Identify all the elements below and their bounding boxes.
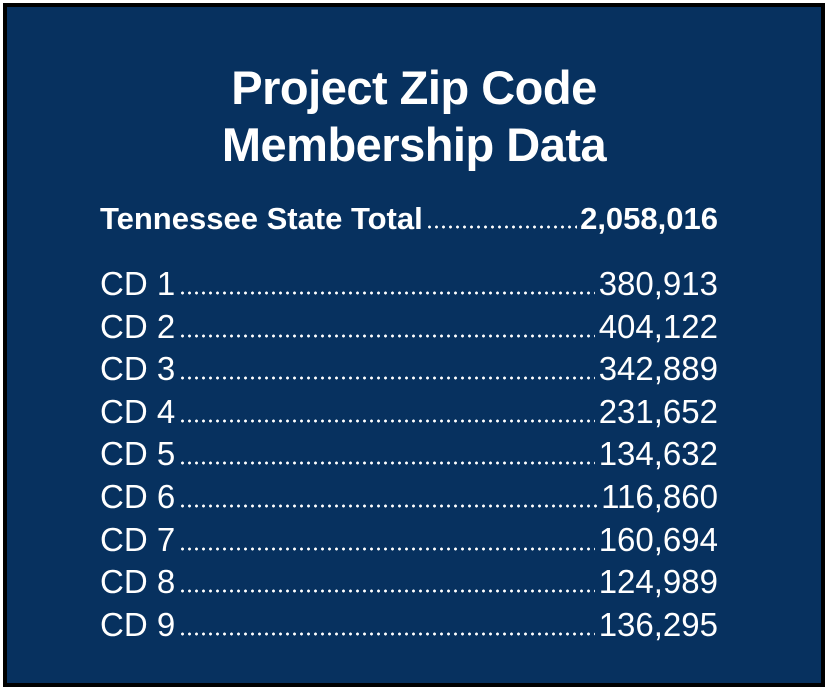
district-row: CD 2 404,122 xyxy=(100,308,718,351)
district-row: CD 3 342,889 xyxy=(100,350,718,393)
district-label: CD 9 xyxy=(100,605,176,643)
district-list: CD 1 380,913 CD 2 404,122 CD 3 342,889 CD 4 231… xyxy=(100,265,718,648)
title-line: Membership Data xyxy=(221,118,607,171)
leader-dots xyxy=(425,225,578,229)
district-row: CD 4 231,652 xyxy=(100,393,718,436)
district-label: CD 5 xyxy=(100,435,176,473)
district-value: 160,694 xyxy=(598,520,718,558)
leader-dots xyxy=(179,461,595,466)
leader-dots xyxy=(179,418,595,423)
district-label: CD 1 xyxy=(100,265,176,302)
leader-dots xyxy=(179,376,595,381)
district-value: 124,989 xyxy=(598,563,718,601)
district-value: 342,889 xyxy=(598,350,718,388)
district-row: CD 9 136,295 xyxy=(100,606,718,649)
leader-dots xyxy=(179,546,595,551)
district-row: CD 1 380,913 xyxy=(100,265,718,308)
leader-dots xyxy=(179,291,595,295)
district-row: CD 6 116,860 xyxy=(100,478,718,521)
district-label: CD 6 xyxy=(100,477,176,515)
district-value: 380,913 xyxy=(598,265,718,302)
leader-dots xyxy=(179,333,595,338)
district-label: CD 7 xyxy=(100,520,176,558)
district-label: CD 8 xyxy=(100,563,176,601)
panel: Project Zip Code Membership Data Tenness… xyxy=(3,3,825,687)
district-label: CD 3 xyxy=(100,350,176,388)
district-row: CD 5 134,632 xyxy=(100,435,718,478)
district-value: 136,295 xyxy=(598,605,718,643)
district-value: 231,652 xyxy=(598,392,718,430)
leader-dots xyxy=(179,589,595,594)
total-value: 2,058,016 xyxy=(580,201,718,236)
district-value: 116,860 xyxy=(601,477,718,515)
title-line: Project Zip Code xyxy=(231,61,597,114)
district-row: CD 7 160,694 xyxy=(100,521,718,564)
leader-dots xyxy=(179,503,598,508)
title: Project Zip Code Membership Data xyxy=(7,59,821,173)
leader-dots xyxy=(179,631,595,636)
total-row: Tennessee State Total 2,058,016 xyxy=(100,201,718,237)
district-value: 404,122 xyxy=(598,307,718,345)
district-label: CD 4 xyxy=(100,392,176,430)
district-value: 134,632 xyxy=(598,435,718,473)
district-row: CD 8 124,989 xyxy=(100,563,718,606)
total-label: Tennessee State Total xyxy=(100,201,423,236)
district-label: CD 2 xyxy=(100,307,176,345)
